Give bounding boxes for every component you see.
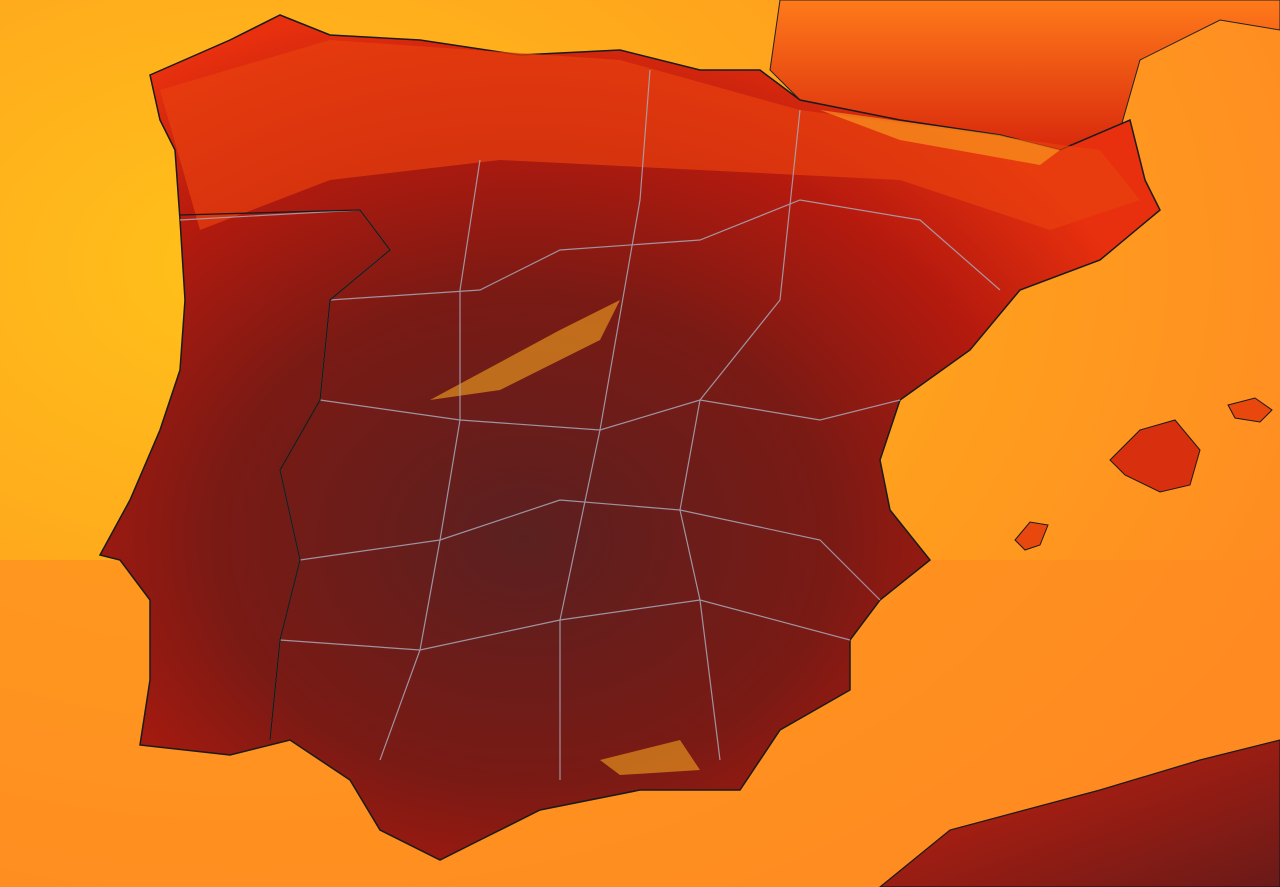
north-highlands (160, 40, 1140, 230)
portugal-border (179, 209, 391, 741)
north-africa (879, 739, 1280, 887)
mallorca (1109, 419, 1201, 493)
ibiza (1014, 521, 1049, 551)
menorca (1227, 397, 1273, 423)
